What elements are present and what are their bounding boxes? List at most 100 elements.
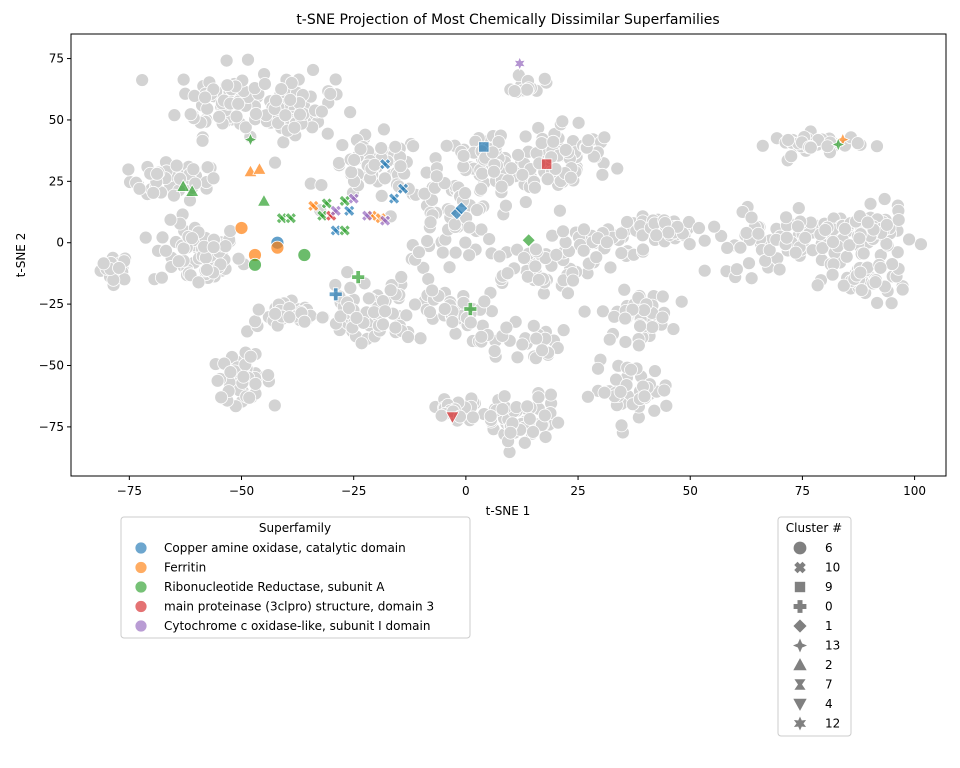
background-point [576, 243, 591, 258]
background-point [595, 304, 610, 319]
background-point [138, 230, 153, 245]
background-point [412, 245, 426, 260]
background-point [199, 262, 214, 277]
background-point [420, 234, 435, 248]
background-point [183, 107, 198, 122]
y-tick-label: 0 [56, 236, 64, 250]
background-point [442, 260, 457, 275]
background-point [697, 263, 712, 278]
data-point-cluster-10 [284, 211, 298, 225]
background-point [720, 241, 735, 255]
background-point [401, 330, 415, 344]
data-point-cluster-2 [184, 183, 200, 197]
background-point [577, 304, 592, 319]
background-point [884, 296, 899, 311]
background-point [388, 320, 403, 335]
background-point [779, 210, 794, 225]
background-point [838, 221, 852, 236]
background-point [340, 265, 355, 280]
plot-frame [70, 33, 947, 477]
background-point [342, 301, 356, 315]
background-point [487, 164, 501, 179]
x-axis-label: t-SNE 1 [486, 504, 531, 518]
background-point [206, 82, 221, 97]
data-point-cluster-10 [347, 192, 360, 205]
superfamily-legend-swatch [134, 580, 148, 594]
background-point [367, 157, 382, 172]
background-point [850, 136, 865, 151]
background-point [556, 323, 571, 338]
data-point-cluster-10 [378, 157, 392, 171]
background-point [772, 262, 787, 277]
background-point [597, 385, 612, 400]
data-point-cluster-1 [454, 201, 469, 216]
data-point-cluster-12 [513, 55, 527, 71]
background-point [637, 389, 652, 404]
background-point [902, 232, 916, 247]
background-point [328, 72, 343, 87]
background-point [507, 84, 522, 98]
background-point [335, 138, 350, 152]
data-point-cluster-0 [463, 302, 478, 316]
y-tick-label: 25 [49, 174, 64, 188]
background-point [600, 235, 614, 250]
background-point [354, 336, 369, 351]
cluster-legend-marker [793, 619, 807, 633]
background-point [167, 108, 182, 123]
background-point [463, 315, 478, 330]
background-point [518, 195, 533, 209]
y-tick-label: 50 [49, 113, 64, 127]
background-point [268, 155, 282, 170]
background-point [344, 165, 359, 180]
background-point [885, 257, 900, 271]
cluster-legend-title: Cluster # [786, 521, 842, 535]
superfamily-legend-box [120, 516, 471, 639]
y-tick-label: 75 [49, 52, 64, 66]
background-point [798, 230, 813, 245]
background-point [241, 52, 255, 67]
background-point [511, 148, 525, 162]
background-point [374, 189, 389, 203]
background-point [597, 130, 612, 145]
data-point-cluster-6 [270, 240, 285, 255]
cluster-legend-marker [793, 600, 807, 613]
background-point [394, 270, 409, 284]
background-point [492, 249, 507, 264]
background-point [895, 282, 910, 297]
background-point [458, 235, 473, 250]
background-point [561, 286, 575, 301]
background-point [332, 156, 346, 170]
data-point-cluster-9 [541, 158, 553, 170]
data-point-cluster-10 [343, 204, 356, 217]
background-point [323, 86, 338, 101]
background-point [96, 256, 111, 271]
background-point [236, 369, 251, 384]
background-point [595, 167, 610, 182]
background-point [659, 398, 674, 413]
background-point [529, 242, 543, 257]
background-point [645, 320, 660, 334]
background-point [495, 402, 510, 416]
data-point-cluster-0 [328, 287, 343, 302]
x-tick-label: −25 [341, 484, 366, 498]
background-point [692, 221, 706, 235]
background-point [278, 108, 293, 123]
background-point [842, 238, 857, 253]
background-point [826, 235, 840, 249]
background-point [877, 192, 892, 206]
background-point [269, 93, 283, 108]
background-point [581, 389, 595, 404]
background-point [854, 283, 869, 297]
background-point [306, 63, 320, 77]
background-point [132, 181, 147, 196]
background-point [528, 259, 543, 274]
background-point [333, 309, 348, 324]
background-point [297, 314, 312, 329]
background-point [268, 306, 283, 321]
background-point [563, 170, 578, 185]
background-point [815, 241, 830, 255]
background-point [762, 243, 777, 258]
background-point [186, 162, 201, 177]
x-tick-label: −75 [117, 484, 142, 498]
background-point [112, 261, 126, 275]
